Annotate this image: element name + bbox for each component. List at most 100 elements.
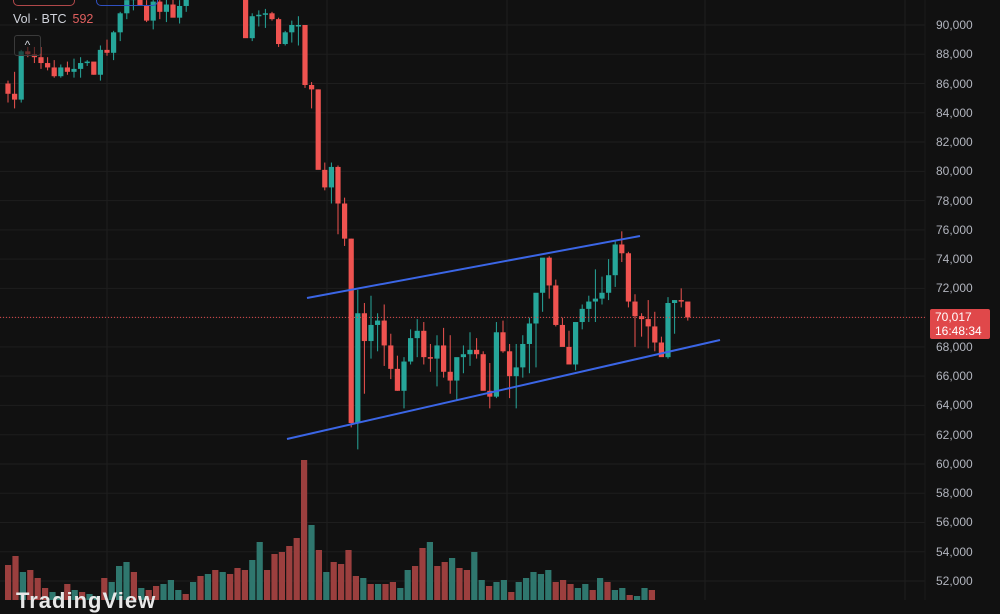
collapse-legend-button[interactable]: ^	[14, 35, 41, 56]
volume-bar	[419, 548, 425, 600]
volume-bar	[627, 595, 633, 600]
candle	[289, 25, 294, 32]
candle	[276, 19, 281, 44]
candle	[527, 323, 532, 343]
candle	[322, 170, 327, 188]
candle	[71, 69, 76, 72]
volume-bar	[257, 542, 263, 600]
volume-bar	[397, 588, 403, 600]
toolbar-button-blue[interactable]	[96, 0, 158, 6]
volume-bar	[427, 542, 433, 600]
volume-bar	[604, 582, 610, 600]
toolbar-button-red[interactable]	[13, 0, 75, 6]
candle	[514, 367, 519, 376]
volume-bar	[294, 538, 300, 600]
candle	[434, 345, 439, 358]
price-axis-label: 78,000	[936, 194, 996, 208]
candle	[467, 350, 472, 354]
price-axis-label: 62,000	[936, 428, 996, 442]
volume-bar	[649, 590, 655, 600]
price-chart[interactable]	[0, 0, 1000, 600]
candle	[269, 13, 274, 19]
volume-bar	[530, 572, 536, 600]
volume-bar	[567, 584, 573, 600]
volume-bar	[545, 570, 551, 600]
candle	[679, 300, 684, 302]
candle	[263, 13, 268, 15]
candle	[118, 13, 123, 32]
volume-bar	[553, 582, 559, 600]
volume-bar	[286, 546, 292, 600]
candle	[65, 67, 70, 71]
candle	[401, 362, 406, 391]
chevron-up-icon: ^	[25, 38, 31, 52]
candle	[632, 302, 637, 317]
volume-bar	[634, 596, 640, 600]
volume-bar	[464, 570, 470, 600]
candle	[441, 345, 446, 371]
volume-bar	[183, 594, 189, 600]
candle	[296, 25, 301, 27]
volume-bar	[279, 552, 285, 600]
price-axis-label: 86,000	[936, 77, 996, 91]
volume-indicator-title: Vol · BTC	[13, 12, 67, 26]
volume-bar	[390, 582, 396, 600]
candle	[302, 25, 307, 85]
volume-bar	[582, 584, 588, 600]
volume-bar	[316, 550, 322, 600]
candle	[646, 319, 651, 326]
volume-bar	[641, 588, 647, 600]
volume-bar	[382, 584, 388, 600]
candle	[586, 302, 591, 309]
candle	[184, 0, 189, 6]
candle	[415, 331, 420, 338]
candle	[388, 345, 393, 368]
candle	[481, 354, 486, 391]
bar-countdown: 16:48:34	[935, 324, 990, 338]
candle	[626, 253, 631, 301]
candle	[474, 350, 479, 354]
candle	[58, 67, 63, 76]
candle	[553, 285, 558, 325]
candle	[250, 16, 255, 38]
candle	[243, 0, 248, 38]
volume-bar	[434, 566, 440, 600]
price-axis-label: 74,000	[936, 252, 996, 266]
candle	[461, 354, 466, 357]
volume-bar	[456, 568, 462, 600]
candle	[12, 94, 17, 100]
price-axis-label: 56,000	[936, 515, 996, 529]
candle	[368, 325, 373, 341]
volume-bar	[412, 566, 418, 600]
volume-bar	[160, 584, 166, 600]
volume-bar	[5, 565, 11, 600]
candle	[349, 239, 354, 423]
candle	[164, 5, 169, 12]
volume-bar	[479, 580, 485, 600]
candle	[316, 89, 321, 169]
price-axis-label: 68,000	[936, 340, 996, 354]
current-price-tag: 70,017 16:48:34	[930, 309, 990, 339]
candle	[448, 372, 453, 381]
price-axis-label: 82,000	[936, 135, 996, 149]
volume-bar	[212, 570, 218, 600]
candle	[111, 32, 116, 52]
volume-bar	[449, 558, 455, 600]
candle	[256, 15, 261, 16]
candle	[573, 322, 578, 364]
volume-bar	[197, 576, 203, 600]
volume-bar	[516, 582, 522, 600]
candle	[283, 32, 288, 44]
candle	[170, 5, 175, 18]
candle	[342, 204, 347, 239]
candle	[382, 321, 387, 346]
price-axis-label: 64,000	[936, 398, 996, 412]
candle	[98, 50, 103, 75]
volume-bar	[168, 580, 174, 600]
volume-bar	[471, 552, 477, 600]
volume-bar	[405, 570, 411, 600]
candle	[45, 63, 50, 67]
price-axis-label: 60,000	[936, 457, 996, 471]
volume-indicator-value: 592	[73, 12, 94, 26]
volume-bar	[501, 580, 507, 600]
